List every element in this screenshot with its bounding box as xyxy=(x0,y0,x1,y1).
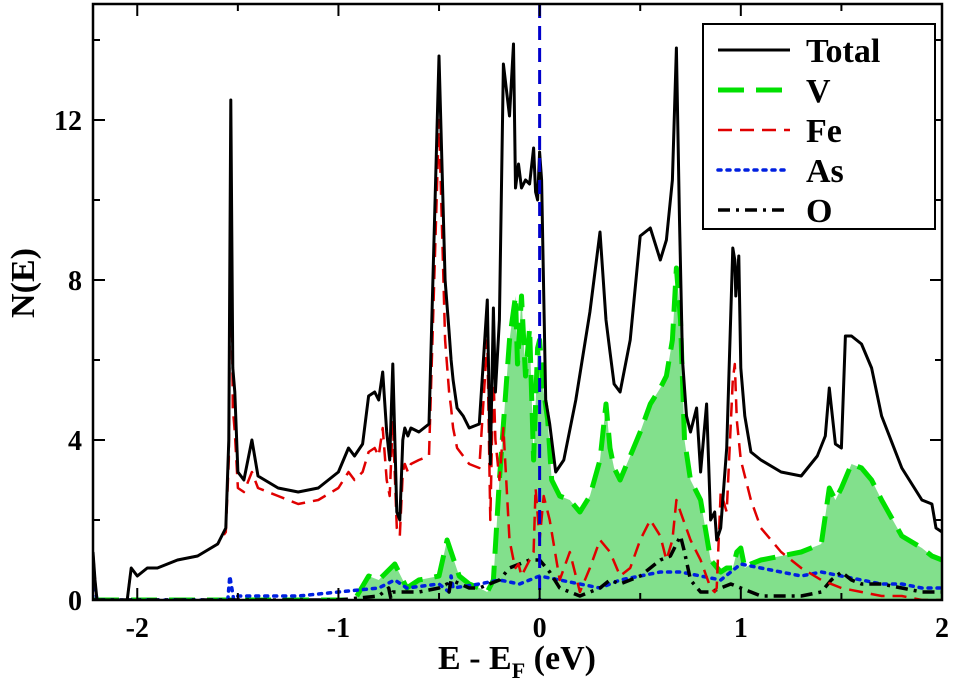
legend-label-total: Total xyxy=(806,33,880,70)
y-tick-label: 0 xyxy=(68,586,82,617)
y-axis-title: N(E) xyxy=(5,248,42,318)
x-axis-title: E - EF (eV) xyxy=(438,640,596,683)
series-line-o xyxy=(93,534,942,600)
series-line-total xyxy=(93,42,942,600)
legend-box xyxy=(702,23,936,230)
legend-label-v: V xyxy=(806,73,831,110)
x-axis-title-subscript: F xyxy=(512,658,525,683)
series-line-fe xyxy=(93,118,942,600)
x-tick-label: -2 xyxy=(126,613,149,644)
y-tick-label: 12 xyxy=(54,106,82,137)
y-tick-label: 8 xyxy=(68,266,82,297)
x-tick-label: 1 xyxy=(734,613,748,644)
legend-label-fe: Fe xyxy=(806,113,842,150)
y-tick-label: 4 xyxy=(68,426,82,457)
legend-label-o: O xyxy=(806,193,832,230)
x-tick-label: 2 xyxy=(935,613,949,644)
x-tick-label: 0 xyxy=(533,613,547,644)
x-axis-title-suffix: (eV) xyxy=(525,640,596,677)
series-line-v xyxy=(93,265,942,600)
x-tick-label: -1 xyxy=(327,613,350,644)
series-fill-v xyxy=(93,268,942,600)
x-axis-title-main: E - E xyxy=(438,640,512,677)
plot-frame xyxy=(91,2,944,602)
legend-label-as: As xyxy=(806,153,844,190)
